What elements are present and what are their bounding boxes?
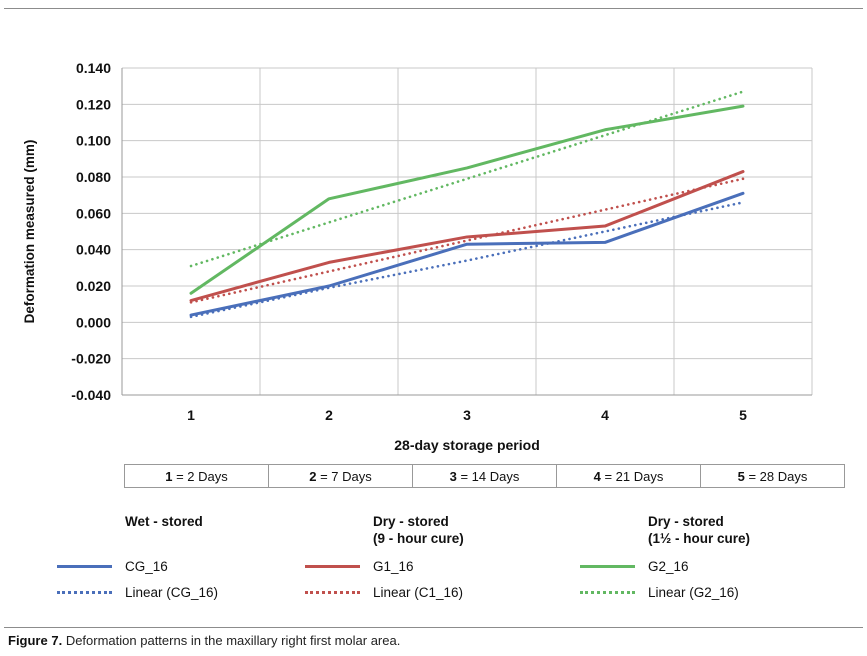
dotted-line-swatch bbox=[580, 590, 635, 594]
dotted-line-swatch bbox=[57, 590, 112, 594]
legend-col-dry-stored-90min: Dry - stored (1½ - hour cure) G2_16 Line… bbox=[580, 513, 830, 605]
legend-item-linear-g216: Linear (G2_16) bbox=[580, 579, 830, 605]
legend-label: G2_16 bbox=[648, 558, 689, 574]
legend-item-g116: G1_16 bbox=[305, 553, 555, 579]
legend-header: Wet - stored bbox=[125, 513, 307, 547]
svg-text:0.080: 0.080 bbox=[76, 169, 111, 185]
deformation-line-chart: -0.040 -0.020 0.000 0.020 0.040 0.060 0.080 0.1… bbox=[22, 60, 813, 453]
svg-text:0.120: 0.120 bbox=[76, 96, 111, 112]
solid-line-swatch bbox=[580, 564, 635, 568]
svg-text:0.000: 0.000 bbox=[76, 314, 111, 330]
table-cell-5: 5 = 28 Days bbox=[700, 465, 844, 487]
cell-key: 4 bbox=[593, 468, 601, 484]
legend-header-line1: Dry - stored bbox=[373, 514, 449, 529]
caption-text: Deformation patterns in the maxillary ri… bbox=[65, 633, 401, 648]
svg-text:0.100: 0.100 bbox=[76, 133, 111, 149]
svg-text:1: 1 bbox=[187, 407, 195, 423]
legend-header-line1: Dry - stored bbox=[648, 514, 724, 529]
table-cell-1: 1 = 2 Days bbox=[125, 465, 268, 487]
cell-value: = 14 Days bbox=[456, 468, 520, 484]
legend-col-dry-stored-9h: Dry - stored (9 - hour cure) G1_16 Linea… bbox=[305, 513, 555, 605]
cell-value: = 7 Days bbox=[316, 468, 372, 484]
legend-item-linear-cg16: Linear (CG_16) bbox=[57, 579, 307, 605]
svg-text:3: 3 bbox=[463, 407, 471, 423]
svg-text:-0.020: -0.020 bbox=[71, 351, 111, 367]
legend-header: Dry - stored (9 - hour cure) bbox=[373, 513, 555, 547]
chart-legend: Wet - stored CG_16 Linear (CG_16) Dry - … bbox=[0, 513, 867, 613]
cell-value: = 21 Days bbox=[600, 468, 664, 484]
svg-text:5: 5 bbox=[739, 407, 747, 423]
legend-label: Linear (C1_16) bbox=[373, 584, 464, 600]
legend-label: Linear (G2_16) bbox=[648, 584, 739, 600]
caption-label: Figure 7. bbox=[8, 633, 63, 648]
svg-text:-0.040: -0.040 bbox=[71, 387, 111, 403]
legend-header: Dry - stored (1½ - hour cure) bbox=[648, 513, 830, 547]
legend-col-wet-stored: Wet - stored CG_16 Linear (CG_16) bbox=[57, 513, 307, 605]
cell-key: 1 bbox=[165, 468, 173, 484]
cell-key: 3 bbox=[449, 468, 457, 484]
svg-text:0.040: 0.040 bbox=[76, 242, 111, 258]
table-cell-2: 2 = 7 Days bbox=[268, 465, 412, 487]
legend-label: CG_16 bbox=[125, 558, 168, 574]
bottom-rule bbox=[4, 627, 863, 628]
svg-text:28-day storage period: 28-day storage period bbox=[394, 437, 540, 453]
solid-line-swatch bbox=[57, 564, 112, 568]
solid-line-swatch bbox=[305, 564, 360, 568]
cell-key: 5 bbox=[737, 468, 745, 484]
legend-header-line1: Wet - stored bbox=[125, 514, 203, 529]
svg-text:4: 4 bbox=[601, 407, 609, 423]
storage-period-table: 1 = 2 Days 2 = 7 Days 3 = 14 Days 4 = 21… bbox=[124, 464, 845, 488]
svg-text:2: 2 bbox=[325, 407, 333, 423]
top-rule bbox=[4, 8, 863, 9]
legend-header-line2: (9 - hour cure) bbox=[373, 531, 464, 546]
cell-key: 2 bbox=[309, 468, 317, 484]
legend-label: Linear (CG_16) bbox=[125, 584, 219, 600]
table-cell-3: 3 = 14 Days bbox=[412, 465, 556, 487]
svg-text:0.020: 0.020 bbox=[76, 278, 111, 294]
dotted-line-swatch bbox=[305, 590, 360, 594]
legend-label: G1_16 bbox=[373, 558, 414, 574]
table-cell-4: 4 = 21 Days bbox=[556, 465, 700, 487]
svg-text:Deformation measured (mm): Deformation measured (mm) bbox=[22, 140, 37, 324]
cell-value: = 28 Days bbox=[744, 468, 808, 484]
legend-header-line2: (1½ - hour cure) bbox=[648, 531, 751, 546]
legend-item-g216: G2_16 bbox=[580, 553, 830, 579]
legend-item-cg16: CG_16 bbox=[57, 553, 307, 579]
figure-caption: Figure 7. Deformation patterns in the ma… bbox=[8, 633, 859, 648]
svg-text:0.060: 0.060 bbox=[76, 205, 111, 221]
svg-text:0.140: 0.140 bbox=[76, 60, 111, 76]
cell-value: = 2 Days bbox=[172, 468, 228, 484]
legend-item-linear-c116: Linear (C1_16) bbox=[305, 579, 555, 605]
